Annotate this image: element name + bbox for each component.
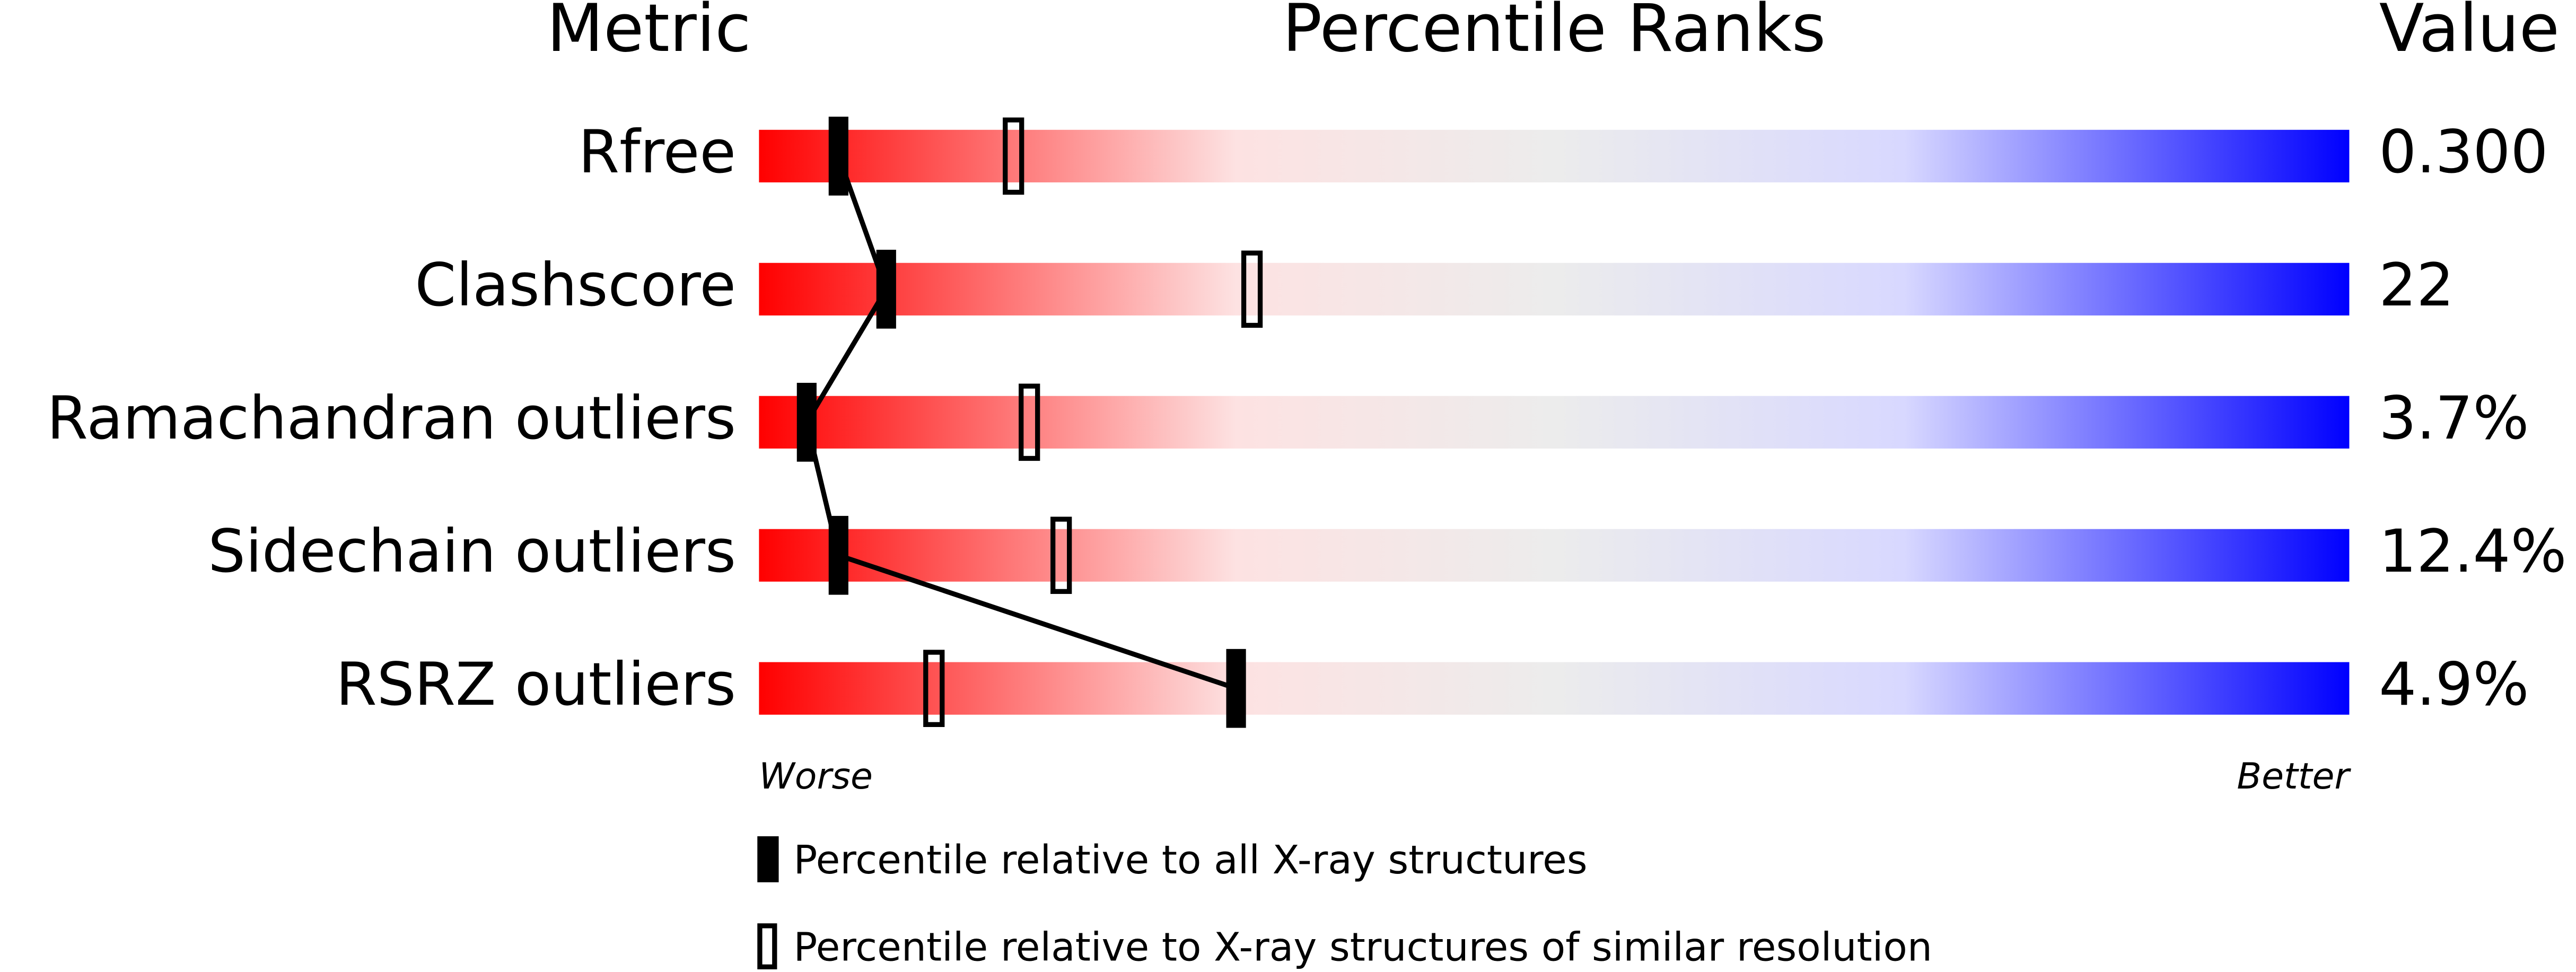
- slider-bar: [759, 396, 2350, 449]
- category-header: Metric: [547, 0, 751, 67]
- percentile-marker-open: [1019, 383, 1040, 461]
- percentile-marker-open: [923, 650, 945, 728]
- worse-label: Worse: [759, 756, 873, 798]
- metric-label: RSRZ outliers: [336, 650, 736, 719]
- value-header: Value: [2379, 0, 2560, 67]
- percentile-marker: [828, 515, 848, 595]
- chart-title: Percentile Ranks: [1282, 0, 1826, 67]
- better-label: Better: [2237, 756, 2351, 798]
- legend-icon: [757, 923, 777, 969]
- percentile-marker: [796, 382, 817, 462]
- metric-value: 4.9%: [2379, 650, 2529, 719]
- percentile-marker-open: [1241, 250, 1263, 328]
- metric-label: Ramachandran outliers: [47, 384, 736, 453]
- slider-bar: [759, 262, 2350, 316]
- metric-value: 12.4%: [2379, 517, 2566, 586]
- slider-bar: [759, 129, 2350, 182]
- slider-bar: [759, 662, 2350, 715]
- percentile-marker-open: [1003, 117, 1024, 195]
- metric-label: Rfree: [579, 118, 736, 187]
- metric-label: Sidechain outliers: [208, 517, 736, 586]
- percentile-marker: [876, 249, 896, 329]
- legend-label: Percentile relative to X-ray structures …: [793, 924, 1932, 970]
- percentile-marker: [1226, 649, 1246, 728]
- metric-label: Clashscore: [415, 251, 736, 320]
- metric-value: 22: [2379, 251, 2454, 320]
- legend-label: Percentile relative to all X-ray structu…: [793, 837, 1587, 883]
- metric-value: 3.7%: [2379, 384, 2529, 453]
- percentile-marker: [828, 117, 848, 196]
- slider-bar: [759, 529, 2350, 582]
- legend-icon: [757, 836, 779, 882]
- percentile-marker-open: [1050, 516, 1072, 594]
- metric-value: 0.300: [2379, 118, 2548, 187]
